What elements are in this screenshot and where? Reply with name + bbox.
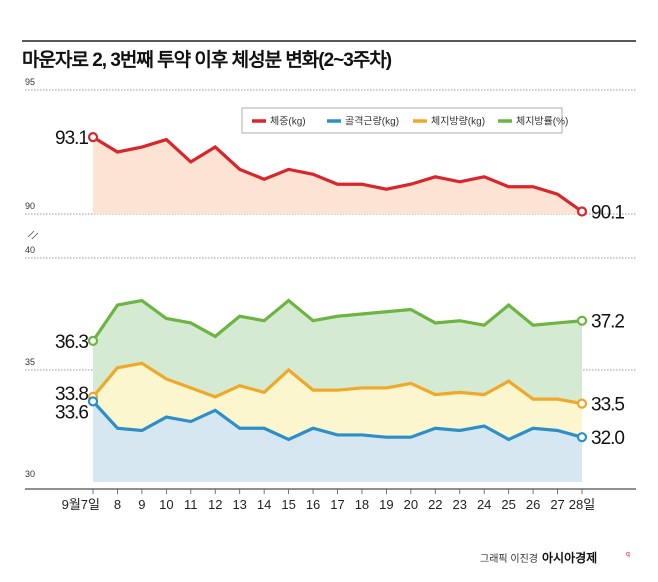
end-value-label: 33.5 (591, 395, 624, 416)
y-tick-label: 90 (25, 201, 35, 211)
end-value-label: 32.0 (591, 428, 624, 449)
end-value-label: 37.2 (591, 312, 624, 333)
start-value-label: 33.6 (55, 402, 88, 423)
x-tick-label: 13 (232, 497, 246, 512)
x-tick-label: 12 (208, 497, 222, 512)
y-tick-label: 40 (25, 245, 35, 255)
x-tick-label: 20 (404, 497, 418, 512)
legend-label: 골격근량(kg) (345, 115, 399, 128)
x-tick-label: 19 (379, 497, 393, 512)
x-tick-label: 24 (477, 497, 491, 512)
x-tick-label: 9월7일 (62, 497, 100, 512)
legend: 체중(kg) 골격근량(kg) 체지방량(kg) 체지방률(%) (241, 107, 568, 134)
y-tick-label: 30 (25, 469, 35, 479)
data-point-marker (576, 398, 588, 409)
x-tick-label: 23 (453, 497, 467, 512)
data-point-marker (87, 132, 99, 143)
axis-break-icon (27, 230, 39, 240)
data-point-marker (87, 396, 99, 407)
x-tick-label: 11 (184, 497, 198, 512)
data-point-marker (576, 432, 588, 443)
x-tick-label: 8 (114, 497, 121, 512)
start-value-label: 33.8 (55, 384, 88, 405)
x-tick-label: 26 (526, 497, 540, 512)
x-tick-label: 10 (159, 497, 173, 512)
x-tick-label: 22 (428, 497, 442, 512)
x-tick-label: 28일 (569, 497, 595, 512)
data-point-marker (87, 335, 99, 346)
data-point-marker (576, 315, 588, 326)
x-tick-label: 14 (257, 497, 271, 512)
x-tick-label: 25 (501, 497, 515, 512)
start-value-label: 93.1 (55, 128, 88, 149)
x-tick-label: 15 (281, 497, 295, 512)
credit-byline: 그래픽 이진경 (480, 552, 538, 565)
series-area (93, 401, 582, 482)
x-tick-label: 16 (306, 497, 320, 512)
start-value-label: 36.3 (55, 332, 88, 353)
brand-mark-icon: q (626, 551, 630, 558)
y-tick-label: 35 (25, 357, 35, 367)
legend-label: 체지방량(kg) (431, 116, 485, 128)
x-tick-label: 18 (355, 497, 369, 512)
x-tick-label: 17 (330, 497, 344, 512)
legend-label: 체지방률(%) (516, 116, 568, 128)
y-tick-label: 95 (25, 77, 35, 87)
series-area (93, 137, 582, 214)
end-value-label: 90.1 (591, 203, 624, 224)
x-tick-label: 27 (550, 497, 564, 512)
x-tick-label: 9 (138, 497, 145, 512)
chart-title: 마운자로 2, 3번째 투약 이후 체성분 변화(2~3주차) (22, 49, 392, 71)
credit-brand: 아시아경제 (542, 550, 597, 565)
data-point-marker (576, 206, 588, 217)
legend-label: 체중(kg) (270, 116, 306, 128)
